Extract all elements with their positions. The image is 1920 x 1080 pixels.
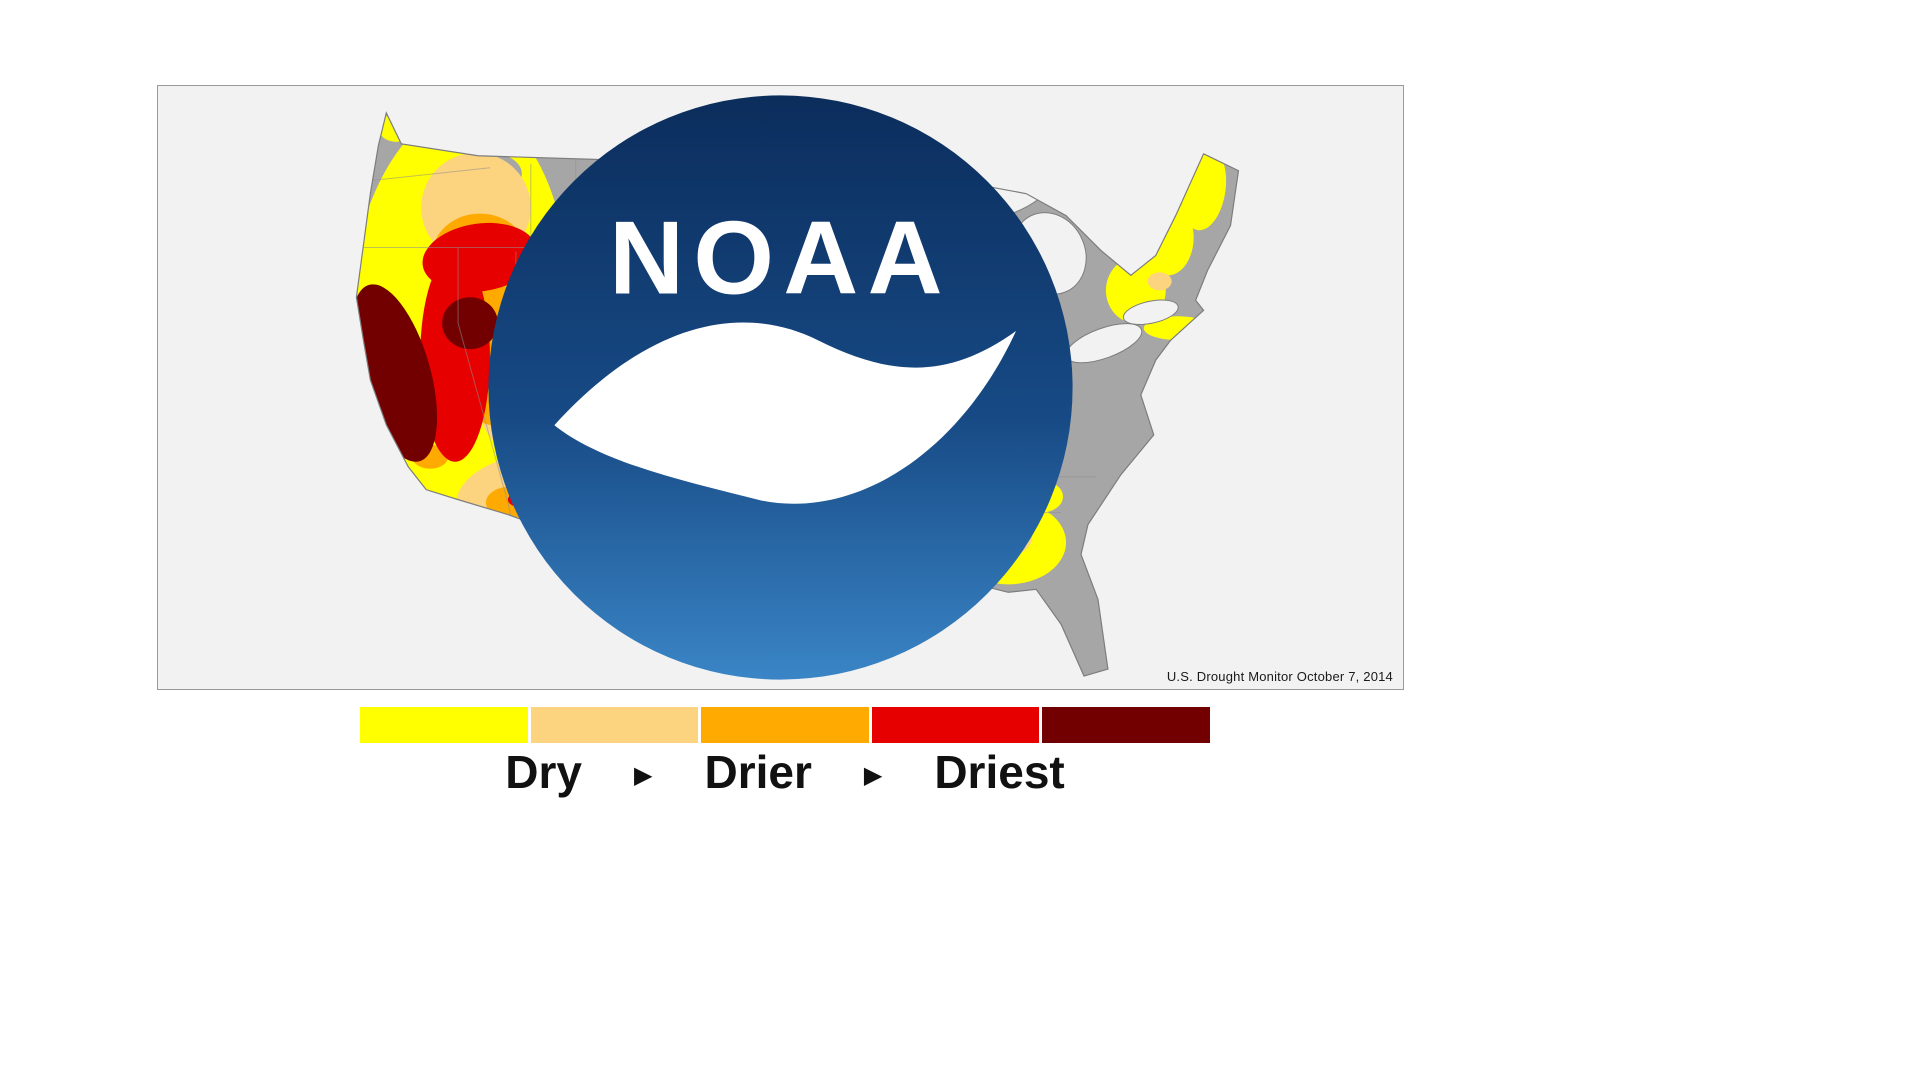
legend-labels: Dry ▶ Drier ▶ Driest [360, 740, 1210, 804]
arrow-right-icon: ▶ [863, 761, 883, 789]
legend-segment-d3 [871, 707, 1040, 743]
drought-map-panel: NOAA U.S. Drought Monitor October 7, 201… [157, 85, 1404, 690]
noaa-logo-text: NOAA [609, 199, 952, 315]
arrow-right-icon: ▶ [634, 761, 653, 789]
noaa-seagull-icon [554, 322, 1017, 504]
legend-segment-d4-driest [1042, 707, 1210, 743]
noaa-logo: NOAA [488, 95, 1073, 680]
legend-label-dry: Dry [505, 746, 582, 798]
drought-legend-bar [360, 707, 1210, 743]
legend-segment-d2-drier [701, 707, 869, 743]
lake-ontario [1122, 299, 1179, 325]
map-caption: U.S. Drought Monitor October 7, 2014 [1166, 669, 1393, 684]
legend-segment-d1 [530, 707, 699, 743]
legend-label-drier: Drier [704, 746, 812, 798]
legend-segment-d0-dry [360, 707, 528, 743]
legend-label-driest: Driest [934, 746, 1065, 798]
